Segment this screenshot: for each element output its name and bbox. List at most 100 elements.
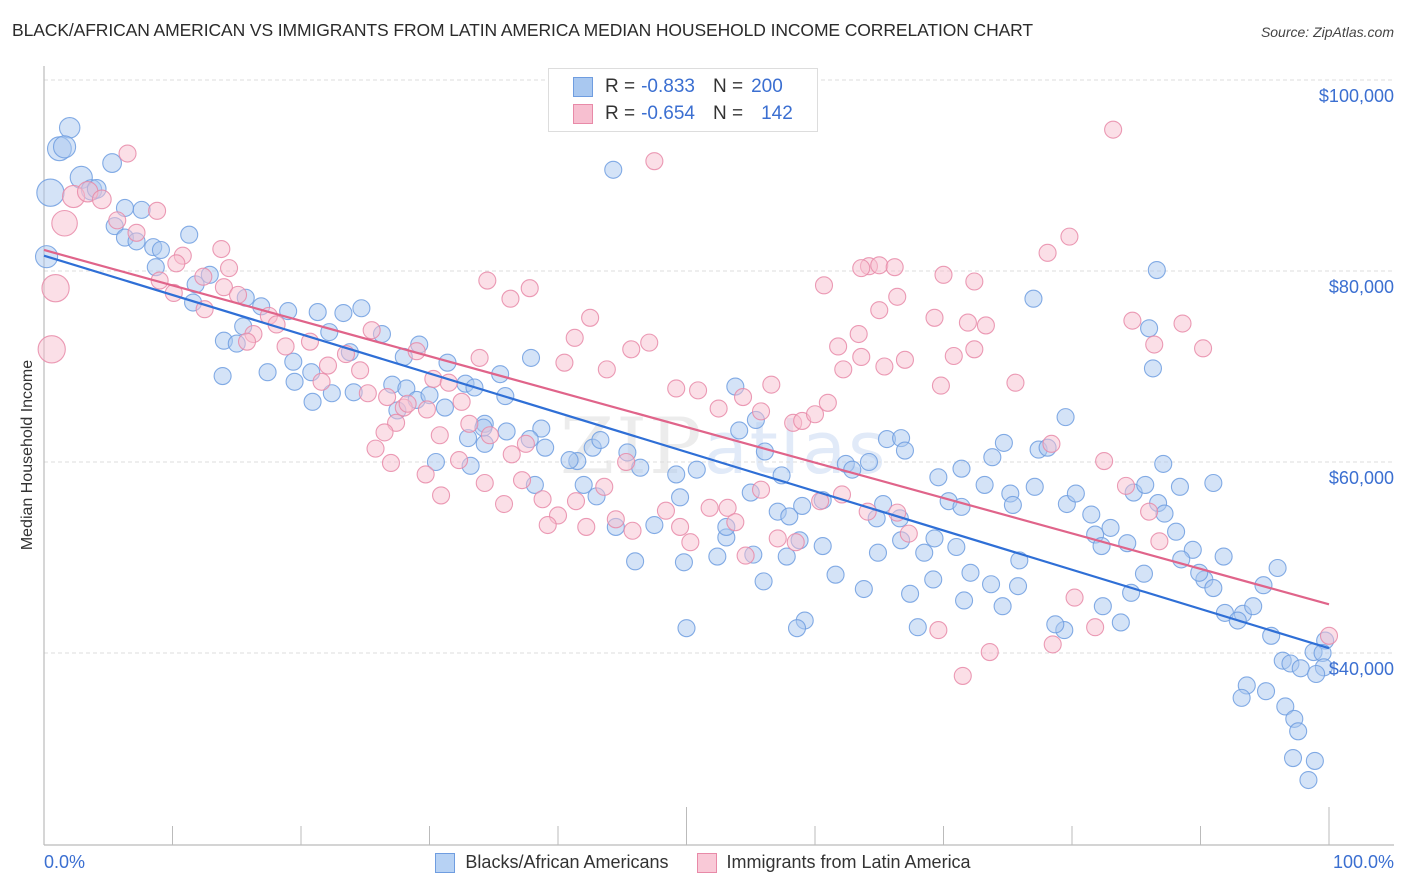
series-latin-points: [37, 120, 1339, 685]
legend-swatch-pink: [573, 104, 593, 124]
point-latin: [1150, 532, 1169, 551]
point-blacks: [1299, 770, 1318, 790]
point-latin: [617, 452, 636, 472]
point-blacks: [284, 352, 303, 371]
point-blacks: [667, 465, 686, 484]
point-latin: [768, 529, 787, 548]
point-blacks: [1082, 505, 1101, 524]
r-value: -0.833: [641, 76, 695, 97]
point-latin: [885, 258, 904, 277]
point-blacks: [1244, 597, 1263, 616]
point-blacks: [1136, 475, 1155, 494]
point-latin: [934, 265, 953, 284]
point-latin: [1145, 335, 1164, 354]
point-latin: [358, 384, 377, 403]
point-blacks: [1307, 664, 1326, 684]
point-latin: [834, 360, 853, 379]
point-latin: [623, 521, 642, 540]
point-blacks: [929, 468, 948, 487]
point-blacks: [777, 547, 796, 566]
point-latin: [1042, 434, 1061, 453]
trend-line-latin: [43, 248, 1330, 606]
legend-swatch-blue: [435, 852, 456, 873]
point-blacks: [521, 348, 541, 367]
point-latin: [452, 392, 471, 411]
point-latin: [148, 201, 167, 220]
point-blacks: [854, 579, 873, 599]
point-latin: [51, 209, 78, 237]
point-latin: [555, 353, 574, 372]
point-blacks: [532, 419, 551, 438]
point-blacks: [787, 619, 807, 638]
point-latin: [671, 517, 690, 536]
point-blacks: [895, 441, 915, 460]
point-blacks: [1214, 547, 1233, 566]
legend-item-blacks[interactable]: Blacks/African Americans: [435, 852, 669, 873]
point-latin: [1043, 635, 1062, 654]
point-latin: [512, 471, 532, 490]
point-latin: [1319, 626, 1339, 645]
series-legend: Blacks/African Americans Immigrants from…: [0, 852, 1406, 873]
point-blacks: [671, 488, 690, 507]
y-tick-label: $80,000: [1328, 277, 1394, 297]
point-blacks: [780, 507, 799, 526]
point-blacks: [58, 117, 81, 139]
point-blacks: [132, 200, 151, 219]
point-blacks: [645, 515, 664, 535]
point-blacks: [1232, 688, 1251, 707]
point-blacks: [674, 553, 693, 572]
point-blacks: [994, 433, 1013, 452]
point-latin: [681, 533, 700, 552]
trend-line-blacks: [43, 254, 1330, 650]
point-blacks: [813, 536, 832, 556]
point-blacks: [1066, 484, 1085, 503]
point-latin: [108, 211, 127, 230]
point-blacks: [975, 475, 994, 494]
point-latin: [450, 451, 469, 470]
point-latin: [667, 379, 686, 398]
point-blacks: [322, 384, 341, 403]
point-latin: [931, 376, 950, 395]
point-latin: [895, 350, 915, 369]
point-blacks: [947, 537, 966, 557]
point-latin: [194, 267, 213, 286]
r-value: -0.654: [641, 103, 695, 124]
point-blacks: [352, 299, 371, 318]
point-latin: [516, 434, 535, 453]
point-blacks: [1143, 359, 1163, 378]
point-blacks: [955, 591, 974, 610]
point-latin: [751, 480, 771, 499]
point-latin: [494, 494, 514, 514]
point-blacks: [1140, 319, 1159, 338]
point-latin: [167, 254, 186, 273]
point-blacks: [1268, 558, 1287, 578]
point-blacks: [560, 451, 579, 470]
point-blacks: [826, 565, 845, 584]
point-latin: [219, 259, 239, 278]
point-blacks: [334, 303, 353, 323]
n-label: N =: [712, 76, 744, 97]
point-latin: [581, 308, 600, 327]
point-latin: [351, 361, 370, 380]
point-latin: [366, 439, 385, 458]
point-blacks: [151, 240, 170, 260]
point-latin: [1060, 227, 1079, 246]
point-latin: [870, 301, 889, 320]
point-latin: [875, 357, 894, 376]
series-blacks-points: [34, 117, 1335, 790]
point-blacks: [1101, 518, 1120, 537]
point-latin: [398, 394, 417, 413]
point-blacks: [1283, 748, 1303, 768]
legend-item-latin[interactable]: Immigrants from Latin America: [696, 852, 971, 873]
n-label: N =: [712, 103, 744, 124]
point-latin: [1173, 314, 1192, 333]
chart-title: BLACK/AFRICAN AMERICAN VS IMMIGRANTS FRO…: [12, 20, 1033, 40]
x-tick-label-max: 100.0%: [1332, 852, 1394, 872]
point-latin: [595, 477, 614, 496]
point-blacks: [1204, 579, 1223, 598]
point-blacks: [793, 496, 812, 515]
point-blacks: [1093, 597, 1112, 616]
point-latin: [958, 313, 977, 332]
point-latin: [501, 289, 520, 308]
